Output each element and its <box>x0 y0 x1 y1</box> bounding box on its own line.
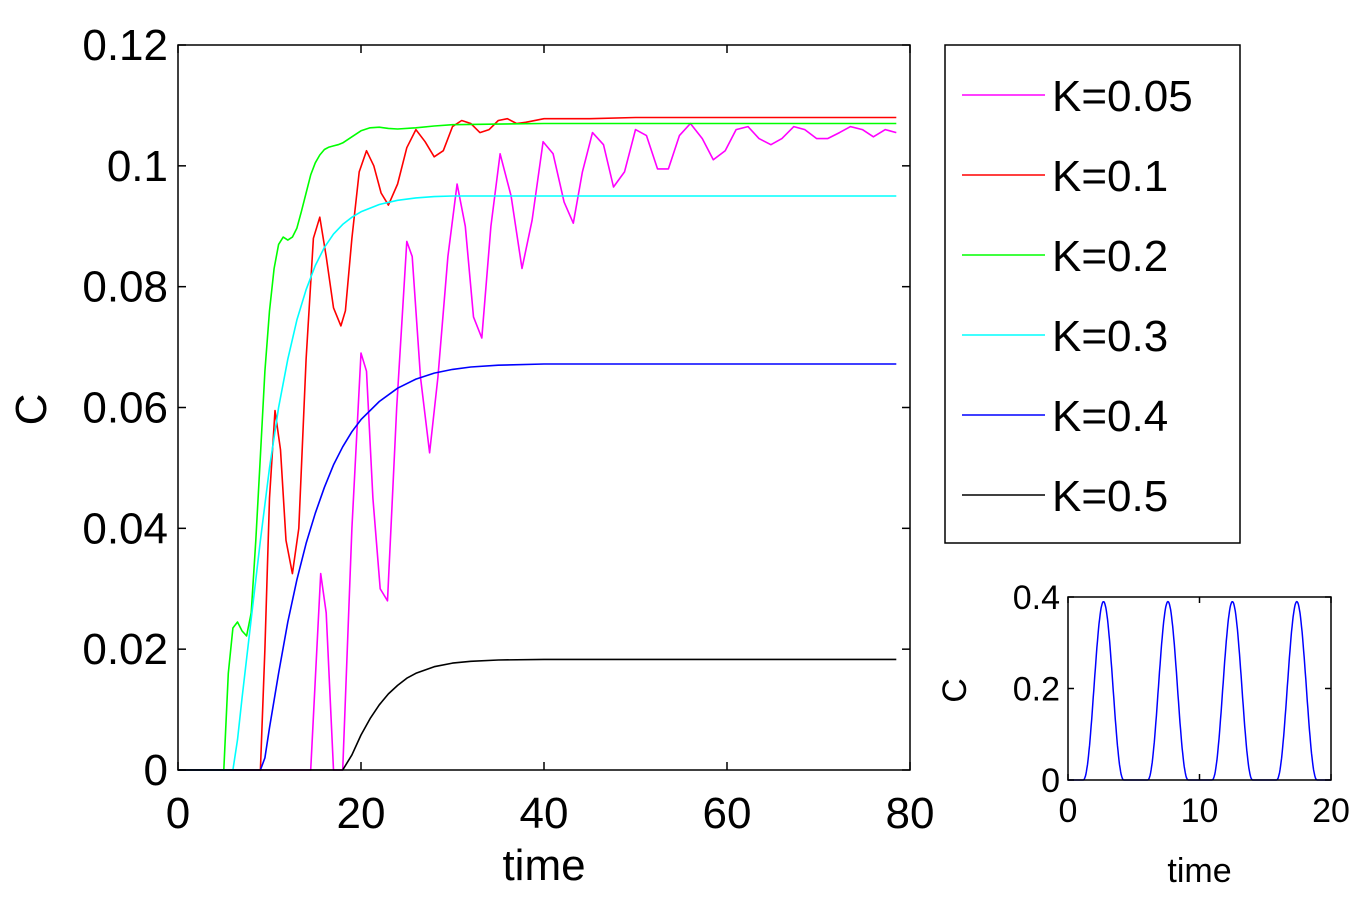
inset-x-tick-label: 20 <box>1312 792 1350 830</box>
inset-series-line <box>1068 600 1331 781</box>
x-tick-label: 80 <box>886 789 935 838</box>
series-line-k-0-1 <box>178 116 897 771</box>
legend-label-k-0-3: K=0.3 <box>1052 312 1168 361</box>
legend-label-k-0-4: K=0.4 <box>1052 392 1168 441</box>
inset-y-axis-label: C <box>936 678 974 703</box>
main-y-axis-label: C <box>7 394 56 426</box>
series-line-k-0-05 <box>178 122 897 771</box>
y-tick-label: 0.1 <box>107 142 168 191</box>
x-tick-label: 40 <box>520 789 569 838</box>
y-tick-label: 0.12 <box>82 21 168 70</box>
inset-x-tick-label: 10 <box>1181 792 1219 830</box>
x-tick-label: 20 <box>337 789 386 838</box>
main-plot-frame <box>177 44 911 771</box>
y-tick-label: 0.08 <box>82 263 168 312</box>
series-line-k-0-5 <box>178 658 897 771</box>
legend-label-k-0-2: K=0.2 <box>1052 232 1168 281</box>
x-tick-label: 0 <box>166 789 190 838</box>
y-tick-label: 0.02 <box>82 625 168 674</box>
y-tick-label: 0 <box>144 746 168 795</box>
series-line-k-0-3 <box>178 195 897 771</box>
main-x-axis-label: time <box>502 841 585 890</box>
inset-axis-ticks: 0 10 20 0 0.2 0.4 <box>1013 579 1350 830</box>
main-series-lines <box>178 116 897 771</box>
main-axis-ticks: 0 20 40 60 80 0 0.02 0.04 0.06 0.08 0.1 0.12 <box>82 21 934 838</box>
inset-y-tick-label: 0.4 <box>1013 579 1060 617</box>
y-tick-label: 0.06 <box>82 384 168 433</box>
y-tick-label: 0.04 <box>82 504 168 553</box>
main-chart: 0 20 40 60 80 0 0.02 0.04 0.06 0.08 0.1 0.12 time C <box>7 21 934 890</box>
inset-series-lines <box>1068 600 1331 781</box>
series-line-k-0-2 <box>178 122 897 771</box>
inset-x-axis-label: time <box>1167 852 1231 890</box>
inset-x-tick-label: 0 <box>1059 792 1078 830</box>
inset-chart: 0 10 20 0 0.2 0.4 time C <box>936 579 1350 890</box>
legend-label-k-0-05: K=0.05 <box>1052 72 1193 121</box>
inset-y-tick-label: 0 <box>1041 762 1060 800</box>
legend-label-k-0-5: K=0.5 <box>1052 472 1168 521</box>
series-line-k-0-4 <box>178 363 897 771</box>
legend: K=0.05 K=0.1 K=0.2 K=0.3 K=0.4 K=0.5 <box>944 44 1241 544</box>
inset-y-tick-label: 0.2 <box>1013 671 1060 709</box>
legend-box <box>944 44 1241 544</box>
legend-label-k-0-1: K=0.1 <box>1052 152 1168 201</box>
x-tick-label: 60 <box>703 789 752 838</box>
